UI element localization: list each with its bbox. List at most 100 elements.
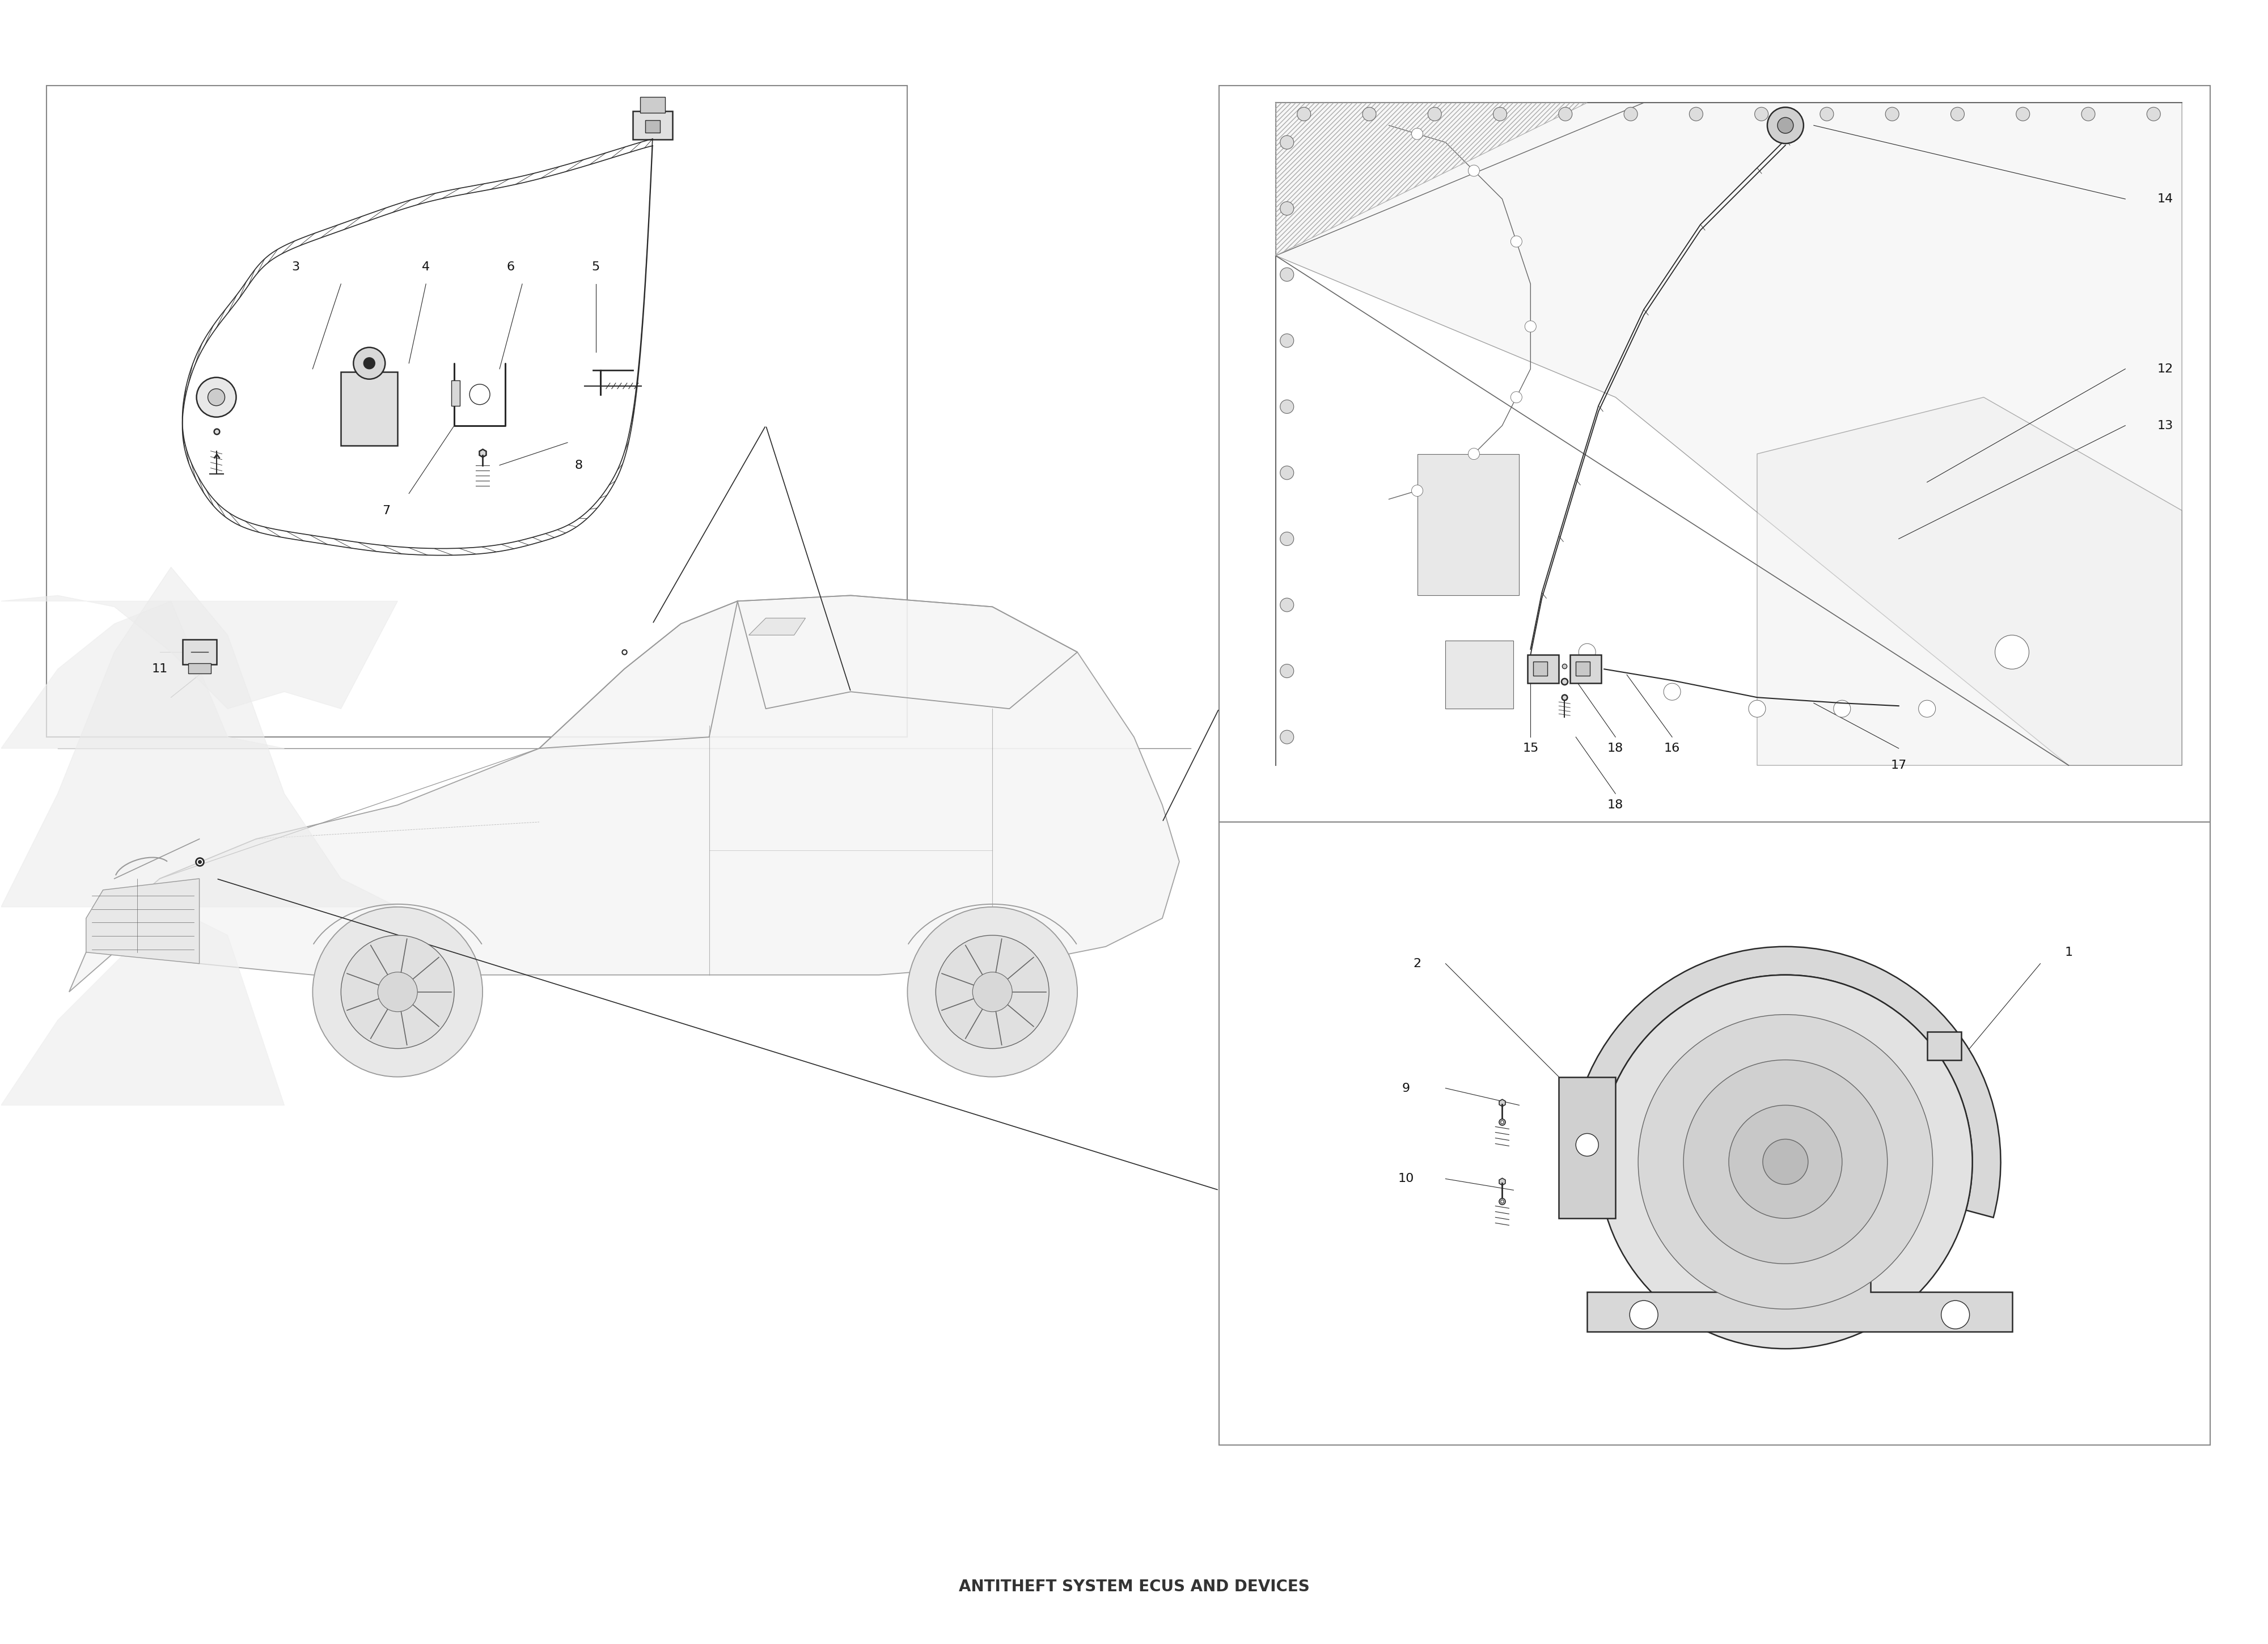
Bar — [1417, 454, 1520, 595]
Circle shape — [1279, 533, 1293, 546]
Circle shape — [1297, 107, 1311, 122]
Text: 18: 18 — [1608, 743, 1624, 755]
Text: 1: 1 — [2064, 947, 2073, 958]
Bar — [1558, 1077, 1615, 1218]
Circle shape — [1728, 1105, 1842, 1218]
Polygon shape — [1588, 1258, 2012, 1332]
Circle shape — [1778, 117, 1794, 133]
Circle shape — [1411, 485, 1422, 496]
Circle shape — [1950, 107, 1964, 122]
Polygon shape — [0, 567, 397, 907]
Circle shape — [1683, 1060, 1887, 1264]
Bar — [644, 120, 660, 133]
Circle shape — [209, 388, 225, 406]
Circle shape — [1279, 202, 1293, 215]
Bar — [188, 664, 211, 674]
Circle shape — [469, 385, 490, 404]
Polygon shape — [0, 907, 284, 1105]
Bar — [1533, 663, 1547, 676]
Circle shape — [1279, 268, 1293, 281]
Circle shape — [1467, 449, 1479, 460]
Circle shape — [1279, 465, 1293, 480]
Circle shape — [1767, 107, 1803, 143]
Circle shape — [1510, 391, 1522, 403]
Polygon shape — [68, 595, 1179, 991]
Text: 12: 12 — [2157, 363, 2173, 375]
Bar — [340, 372, 397, 446]
Circle shape — [354, 347, 386, 380]
Text: 10: 10 — [1397, 1174, 1413, 1184]
Bar — [451, 380, 460, 406]
Text: 14: 14 — [2157, 194, 2173, 205]
Circle shape — [340, 935, 454, 1049]
Circle shape — [1599, 975, 1973, 1348]
Circle shape — [1492, 107, 1506, 122]
Circle shape — [907, 907, 1077, 1077]
Circle shape — [1755, 107, 1769, 122]
Circle shape — [1996, 635, 2030, 669]
Text: 18: 18 — [1608, 799, 1624, 810]
Circle shape — [1762, 1139, 1808, 1184]
Bar — [1928, 1031, 1962, 1060]
Circle shape — [1429, 107, 1442, 122]
Polygon shape — [86, 878, 200, 963]
Circle shape — [1749, 700, 1765, 717]
Bar — [640, 97, 665, 113]
Text: 4: 4 — [422, 261, 431, 273]
Circle shape — [1919, 700, 1935, 717]
Bar — [1445, 641, 1513, 709]
Circle shape — [313, 907, 483, 1077]
Circle shape — [1279, 334, 1293, 347]
Circle shape — [1631, 1300, 1658, 1328]
Circle shape — [1624, 107, 1637, 122]
Circle shape — [1510, 235, 1522, 247]
Bar — [1576, 663, 1590, 676]
Bar — [1529, 654, 1558, 684]
Circle shape — [2082, 107, 2096, 122]
Circle shape — [937, 935, 1050, 1049]
Polygon shape — [0, 602, 284, 748]
Polygon shape — [1758, 398, 2182, 766]
Text: 9: 9 — [1402, 1082, 1411, 1093]
Text: 16: 16 — [1665, 743, 1681, 755]
Bar — [1218, 822, 2211, 1445]
Circle shape — [1833, 700, 1851, 717]
Text: ANTITHEFT SYSTEM ECUS AND DEVICES: ANTITHEFT SYSTEM ECUS AND DEVICES — [959, 1578, 1309, 1595]
Circle shape — [197, 378, 236, 418]
Bar — [1569, 654, 1601, 684]
Circle shape — [1579, 643, 1597, 661]
Circle shape — [1665, 684, 1681, 700]
Circle shape — [1576, 1133, 1599, 1156]
Circle shape — [1524, 321, 1535, 332]
Circle shape — [1363, 107, 1377, 122]
Circle shape — [1941, 1300, 1969, 1328]
Circle shape — [1885, 107, 1898, 122]
Text: 6: 6 — [506, 261, 515, 273]
Text: 7: 7 — [383, 505, 390, 516]
Circle shape — [363, 358, 374, 368]
Text: 15: 15 — [1522, 743, 1538, 755]
Circle shape — [1819, 107, 1833, 122]
Text: 3: 3 — [293, 261, 299, 273]
Circle shape — [1279, 730, 1293, 743]
Circle shape — [1279, 399, 1293, 414]
Circle shape — [1467, 164, 1479, 176]
Circle shape — [1279, 598, 1293, 612]
Circle shape — [973, 972, 1012, 1011]
Bar — [633, 112, 671, 140]
Circle shape — [2148, 107, 2161, 122]
Polygon shape — [0, 595, 397, 709]
Wedge shape — [1569, 947, 2000, 1218]
Text: 13: 13 — [2157, 419, 2173, 431]
Text: 11: 11 — [152, 664, 168, 674]
Bar — [181, 640, 215, 664]
Circle shape — [1279, 664, 1293, 677]
Text: 5: 5 — [592, 261, 601, 273]
Circle shape — [379, 972, 417, 1011]
Circle shape — [1279, 135, 1293, 150]
Text: 2: 2 — [1413, 958, 1422, 970]
Polygon shape — [1275, 102, 2182, 766]
Polygon shape — [748, 618, 805, 635]
Bar — [1218, 85, 2211, 822]
Circle shape — [1637, 1014, 1932, 1309]
